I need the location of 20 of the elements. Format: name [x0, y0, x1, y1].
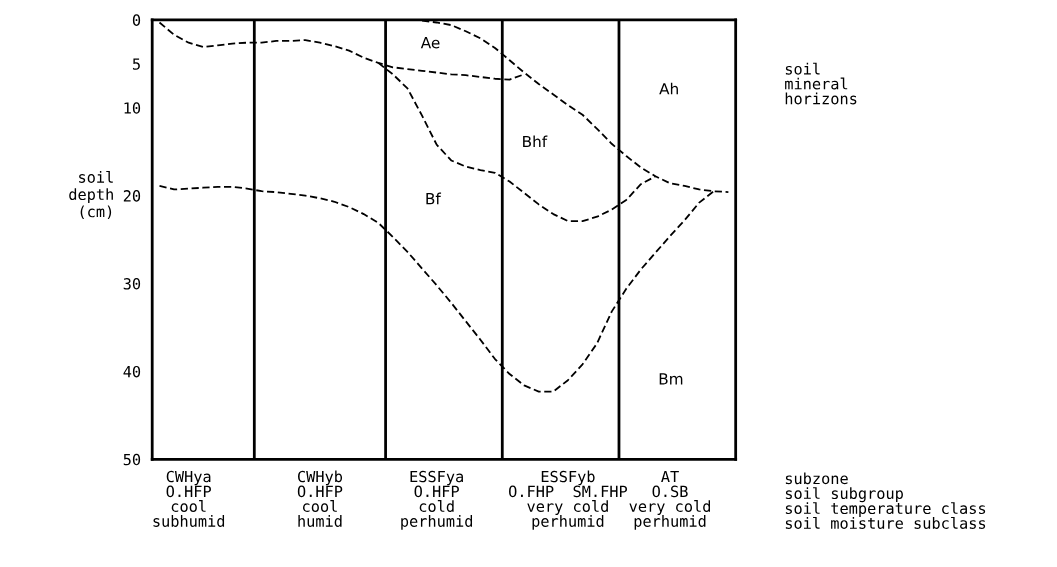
annotation: Ae — [420, 37, 440, 49]
annotation: Bhf — [523, 135, 548, 148]
y-tick-label: 0 — [132, 14, 141, 26]
x-tick-label: ESSFyb O.FHP SM.FHP very cold perhumid — [509, 470, 628, 530]
x-tick-label: AT O.SB very cold perhumid — [629, 470, 710, 530]
text: soil mineral horizons — [785, 62, 857, 105]
x-tick-label: CWHyb O.HFP cool humid — [297, 470, 343, 527]
y-axis-title: soil depth (cm) — [69, 170, 113, 220]
annotation: Bm — [659, 373, 683, 385]
y-tick-label: 50 — [123, 453, 141, 466]
y-tick-label: 40 — [123, 365, 141, 378]
x-tick-label: CWHya O.HFP cool subhumid — [153, 470, 225, 527]
y-tick-label: 20 — [123, 190, 141, 202]
y-tick-label: 10 — [124, 102, 141, 114]
y-tick-label: 30 — [123, 278, 141, 290]
text: subzone soil subgroup soil temperature class soil moisture subclass — [785, 472, 986, 529]
annotation: Ah — [659, 82, 678, 95]
y-tick-label: 5 — [132, 58, 140, 70]
annotation: Bf — [426, 192, 442, 205]
x-tick-label: ESSFya O.HFP cold perhumid — [401, 470, 473, 530]
